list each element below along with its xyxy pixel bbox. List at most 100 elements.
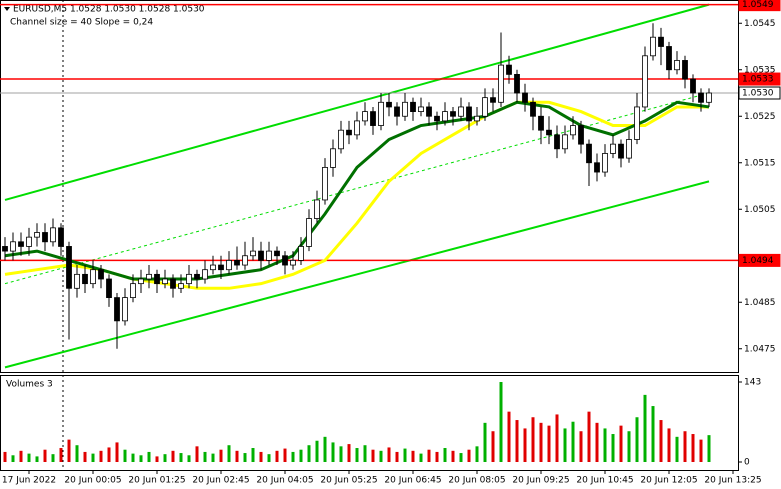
x-tick-label: 20 Jun 08:05 <box>448 476 505 486</box>
candle-body <box>378 101 384 126</box>
candle-body <box>186 273 192 285</box>
candle-body <box>122 297 128 322</box>
y-tick-label: 1.0545 <box>744 19 776 29</box>
candle-body <box>250 250 256 257</box>
candle-body <box>610 143 616 154</box>
candle-body <box>642 55 648 108</box>
candle-body <box>322 166 328 201</box>
candle-body <box>394 106 400 117</box>
candle-body <box>154 273 160 285</box>
candle-body <box>10 241 16 252</box>
menu-arrow <box>4 7 10 11</box>
x-tick-label: 20 Jun 13:25 <box>704 476 761 486</box>
candle-body <box>306 218 312 247</box>
channel-line <box>4 180 710 369</box>
candle-body <box>162 278 168 285</box>
candle-body <box>130 283 136 298</box>
candle-body <box>418 106 424 112</box>
candle-body <box>258 250 264 261</box>
candle-body <box>386 101 392 108</box>
candle-body <box>242 255 248 266</box>
candle-body <box>450 111 456 117</box>
candle-body <box>634 106 640 140</box>
level-box <box>738 253 781 267</box>
candle-body <box>626 139 632 159</box>
candle-body <box>658 36 664 47</box>
candle-body <box>210 264 216 271</box>
candle-body <box>466 106 472 122</box>
channel-line <box>4 3 710 201</box>
candle-body <box>290 259 296 266</box>
level-label: 1.0494 <box>742 256 774 266</box>
candle-body <box>330 148 336 168</box>
candle-body <box>546 129 552 136</box>
candle-body <box>562 134 568 150</box>
candle-body <box>90 269 96 285</box>
y-tick-label: 1.0525 <box>744 112 776 122</box>
x-tick-label: 20 Jun 06:45 <box>384 476 441 486</box>
candle-body <box>202 269 208 280</box>
x-tick-label: 20 Jun 00:05 <box>64 476 121 486</box>
candle-body <box>706 92 712 103</box>
candle-body <box>370 111 376 126</box>
candle-body <box>570 125 576 136</box>
candle-body <box>58 227 64 247</box>
candle-body <box>266 250 272 261</box>
candle-body <box>442 111 448 122</box>
candle-body <box>698 92 704 103</box>
candle-body <box>298 246 304 261</box>
candle-body <box>138 278 144 285</box>
candle-body <box>538 115 544 131</box>
volume-tick-label: 0 <box>744 458 750 468</box>
candle-body <box>690 78 696 94</box>
candle-body <box>338 129 344 150</box>
candle-body <box>426 106 432 117</box>
candle-body <box>514 74 520 94</box>
candle-body <box>362 111 368 122</box>
chart-title: EURUSD,M5 1.0528 1.0530 1.0528 1.0530 <box>13 5 205 15</box>
candle-body <box>530 101 536 117</box>
candle-body <box>402 101 408 117</box>
level-label: 1.0533 <box>742 75 774 85</box>
x-tick-label: 20 Jun 09:25 <box>512 476 569 486</box>
candle-body <box>346 129 352 136</box>
candle-body <box>50 227 56 243</box>
candle-body <box>66 246 72 289</box>
level-box <box>738 72 781 86</box>
candle-body <box>458 106 464 117</box>
candle-body <box>42 232 48 243</box>
candle-body <box>410 101 416 113</box>
moving-average <box>4 100 710 281</box>
candle-body <box>586 143 592 164</box>
candle-body <box>2 246 8 252</box>
candle-body <box>114 297 120 322</box>
y-tick-label: 1.0505 <box>744 205 776 215</box>
candle-body <box>554 134 560 150</box>
y-tick-label: 1.0475 <box>744 344 776 354</box>
level-box <box>738 86 781 100</box>
level-label: 1.0549 <box>742 0 774 10</box>
x-tick-label: 20 Jun 04:05 <box>256 476 313 486</box>
candle-body <box>506 64 512 75</box>
x-tick-label: 20 Jun 01:25 <box>128 476 185 486</box>
candle-body <box>682 60 688 80</box>
y-tick-label: 1.0485 <box>744 298 776 308</box>
candle-body <box>74 273 80 289</box>
x-tick-label: 20 Jun 10:45 <box>576 476 633 486</box>
candle-body <box>18 241 24 247</box>
candle-body <box>666 46 672 71</box>
candle-body <box>618 143 624 159</box>
candle-body <box>474 115 480 122</box>
candle-body <box>98 269 104 280</box>
chart-subtitle: Channel size = 40 Slope = 0,24 <box>10 18 153 28</box>
y-tick-label: 1.0535 <box>744 65 776 75</box>
volume-title: Volumes 3 <box>6 380 53 390</box>
volume-tick-label: 143 <box>744 378 761 388</box>
candle-body <box>650 36 656 57</box>
candle-body <box>602 153 608 173</box>
candle-body <box>218 264 224 271</box>
channel-line <box>4 92 710 285</box>
candle-body <box>234 259 240 266</box>
candle-body <box>170 278 176 289</box>
